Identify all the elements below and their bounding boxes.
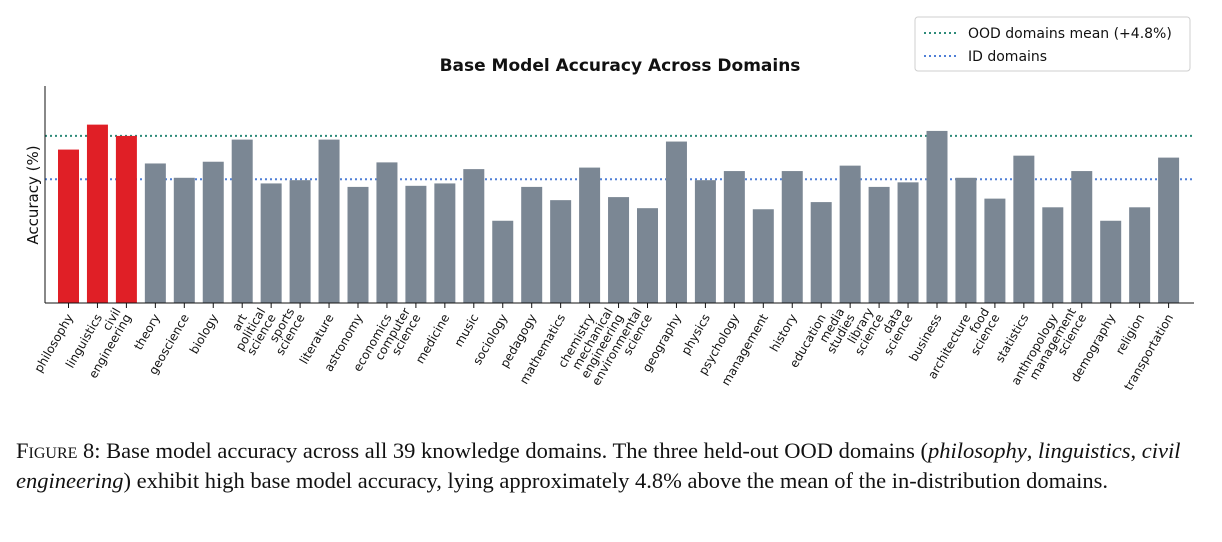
bar-transportation — [1158, 157, 1180, 303]
bar-history — [781, 171, 803, 303]
bar-media-studies — [839, 165, 861, 303]
bar-chart: Base Model Accuracy Across Domains Accur… — [24, 16, 1194, 393]
bar-philosophy — [58, 149, 79, 303]
bar-business — [926, 130, 948, 303]
bar-library-science — [868, 186, 890, 303]
bar-chemistry — [579, 167, 601, 303]
bar-economics — [376, 162, 398, 303]
bar-political-science — [260, 183, 282, 303]
bar-art — [231, 139, 253, 303]
bar-music — [463, 169, 485, 303]
bar-literature — [318, 139, 340, 303]
x-tick-label-theory: theory — [131, 312, 163, 353]
legend-box — [914, 16, 1191, 72]
bar-linguistics — [86, 124, 108, 303]
bar-biology — [202, 161, 224, 303]
y-axis-label: Accuracy (%) — [24, 145, 42, 244]
bar-food-science — [984, 198, 1006, 303]
caption-sep-1: , — [1026, 438, 1038, 463]
legend-ood-mean-label: OOD domains mean (+4.8%) — [968, 26, 1172, 42]
bar-management — [752, 209, 774, 303]
bar-religion — [1129, 207, 1151, 303]
bar-medicine — [434, 183, 456, 303]
bar-data-science — [897, 182, 919, 303]
bar-computer-science — [405, 185, 427, 303]
bar-physics — [694, 180, 716, 303]
bar-geography — [665, 141, 687, 303]
caption-term-philosophy: philosophy — [928, 438, 1027, 463]
legend: OOD domains mean (+4.8%) ID domains — [914, 16, 1191, 72]
bar-astronomy — [347, 186, 369, 303]
x-tick-label-biology: biology — [187, 312, 221, 357]
caption-sep-2: , — [1130, 438, 1142, 463]
bar-mathematics — [550, 200, 572, 303]
caption-term-civil-engineering: civil engineering — [16, 438, 1181, 493]
caption-term-linguistics: linguistics — [1038, 438, 1131, 463]
bar-geoscience — [173, 177, 195, 303]
bar-anthropology — [1042, 207, 1064, 303]
bar-mechanical-engineering — [608, 197, 630, 303]
bar-pedagogy — [521, 186, 543, 303]
bar-management-science — [1071, 171, 1093, 303]
figure-caption: Figure 8: Base model accuracy across all… — [16, 436, 1211, 496]
bar-psychology — [723, 171, 745, 303]
chart-title: Base Model Accuracy Across Domains — [440, 56, 801, 76]
bar-civil-engineering — [115, 135, 137, 303]
x-tick-label-music: music — [452, 312, 482, 350]
caption-figure-label: Figure 8: — [16, 438, 101, 463]
bar-environmental-science — [637, 208, 658, 303]
bar-architecture — [955, 177, 977, 303]
bar-statistics — [1013, 155, 1035, 303]
caption-text-1: Base model accuracy across all 39 knowle… — [100, 438, 928, 463]
caption-text-2: ) exhibit high base model accuracy, lyin… — [123, 468, 1108, 493]
bar-demography — [1100, 220, 1122, 303]
bar-sports-science — [289, 180, 311, 303]
bar-sociology — [492, 220, 514, 303]
bar-education — [810, 202, 832, 303]
bar-theory — [144, 163, 166, 303]
legend-id-domains-label: ID domains — [968, 49, 1047, 65]
